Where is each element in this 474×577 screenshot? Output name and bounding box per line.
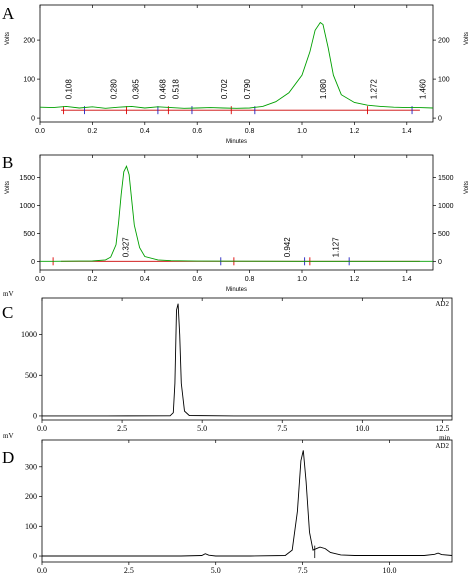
x-tick-label-c: 12.5 bbox=[435, 424, 449, 433]
y-tick-label-right-a: 0 bbox=[438, 116, 442, 123]
x-tick-label-a: 0.4 bbox=[140, 128, 150, 135]
x-tick-label-a: 0.2 bbox=[88, 128, 98, 135]
chromatogram-trace-d bbox=[42, 450, 453, 557]
x-tick-label-d: 7.5 bbox=[298, 566, 308, 575]
x-tick-label-b: 1.4 bbox=[402, 276, 412, 283]
y-axis-label-c: mV bbox=[3, 290, 14, 298]
peak-label-a: 0.790 bbox=[243, 79, 252, 100]
x-axis-label-b: Minutes bbox=[226, 287, 247, 293]
plot-frame-b bbox=[39, 154, 434, 271]
y-tick-label-b: 0 bbox=[31, 259, 35, 266]
y-tick-label-right-b: 500 bbox=[438, 231, 450, 238]
chart-panel-a: 0.0 0.2 0.4 0.6 0.8 1.0 1.2 1.4 0 0 100 100 200 200 Mi… bbox=[5, 4, 470, 145]
channel-tag-c: AD2 bbox=[435, 300, 449, 308]
peak-label-b: 0.942 bbox=[283, 237, 292, 258]
channel-tag-d: AD2 bbox=[435, 442, 449, 450]
y-tick-label-d: 200 bbox=[25, 492, 37, 501]
x-tick-label-c: 0.0 bbox=[37, 424, 47, 433]
chromatogram-trace-c bbox=[42, 303, 452, 417]
panel-label-d: D bbox=[2, 448, 14, 467]
x-tick-label-b: 0.2 bbox=[88, 276, 98, 283]
peak-label-a: 1.460 bbox=[419, 79, 428, 100]
panel-label-c: C bbox=[2, 303, 13, 322]
y-axis-label-right-a: Volts bbox=[464, 32, 470, 45]
y-tick-label-right-b: 1000 bbox=[438, 203, 454, 210]
y-tick-label-c: 1000 bbox=[21, 330, 37, 339]
peak-label-a: 0.518 bbox=[172, 79, 181, 100]
peak-label-a: 0.108 bbox=[64, 79, 73, 100]
y-tick-label-d: 100 bbox=[25, 522, 37, 531]
y-tick-label-c: 0 bbox=[33, 411, 37, 420]
x-tick-label-a: 1.2 bbox=[350, 128, 360, 135]
y-axis-label-b: Volts bbox=[5, 181, 11, 194]
y-tick-label-a: 200 bbox=[23, 38, 35, 45]
x-tick-label-c: 10.0 bbox=[355, 424, 369, 433]
y-tick-label-b: 500 bbox=[23, 231, 35, 238]
panel-label-b: B bbox=[2, 153, 13, 172]
y-tick-label-a: 0 bbox=[31, 116, 35, 123]
x-axis-label-a: Minutes bbox=[226, 139, 247, 145]
y-tick-label-c: 500 bbox=[25, 371, 37, 380]
y-tick-label-d: 0 bbox=[33, 552, 37, 561]
y-tick-label-right-b: 0 bbox=[438, 259, 442, 266]
chart-panel-b: 0.0 0.2 0.4 0.6 0.8 1.0 1.2 1.4 0 0 500 500 1000 1000… bbox=[5, 154, 470, 293]
peak-label-a: 1.080 bbox=[319, 79, 328, 100]
x-tick-label-b: 1.0 bbox=[297, 276, 307, 283]
x-tick-label-d: 10.0 bbox=[382, 566, 396, 575]
x-tick-label-a: 0.0 bbox=[35, 128, 45, 135]
x-tick-label-a: 0.8 bbox=[245, 128, 255, 135]
peak-label-a: 0.468 bbox=[159, 79, 168, 100]
peak-label-a: 0.365 bbox=[132, 79, 141, 100]
panel-label-a: A bbox=[2, 4, 15, 23]
y-tick-label-right-b: 1500 bbox=[438, 175, 454, 182]
y-axis-label-a: Volts bbox=[5, 32, 11, 45]
x-tick-label-b: 0.0 bbox=[35, 276, 45, 283]
y-tick-label-d: 300 bbox=[25, 462, 37, 471]
y-tick-label-right-a: 100 bbox=[438, 77, 450, 84]
peak-label-b: 0.327 bbox=[122, 237, 131, 258]
x-tick-label-d: 5.0 bbox=[211, 566, 221, 575]
y-axis-label-right-b: Volts bbox=[464, 181, 470, 194]
peak-label-a: 0.280 bbox=[109, 79, 118, 100]
peak-label-b: 1.127 bbox=[331, 237, 340, 258]
chromatogram-trace-a bbox=[39, 21, 434, 109]
peak-label-a: 1.272 bbox=[369, 79, 378, 100]
x-tick-label-c: 7.5 bbox=[277, 424, 287, 433]
x-axis-label-c: min bbox=[439, 434, 450, 442]
x-tick-label-d: 0.0 bbox=[37, 566, 47, 575]
chart-panel-d: 0.0 2.5 5.0 7.5 10.0 0 100 200 300 min mV AD2 bbox=[3, 432, 453, 577]
y-tick-label-b: 1500 bbox=[19, 175, 35, 182]
y-tick-label-right-a: 200 bbox=[438, 38, 450, 45]
y-tick-label-b: 1000 bbox=[19, 203, 35, 210]
x-tick-label-d: 2.5 bbox=[124, 566, 134, 575]
y-tick-label-a: 100 bbox=[23, 77, 35, 84]
x-tick-label-b: 1.2 bbox=[350, 276, 360, 283]
y-axis-label-d: mV bbox=[3, 432, 14, 440]
peak-label-a: 0.702 bbox=[220, 79, 229, 100]
plot-frame-c bbox=[41, 297, 453, 421]
x-tick-label-a: 1.4 bbox=[402, 128, 412, 135]
x-tick-label-c: 5.0 bbox=[197, 424, 207, 433]
chart-panel-c: 0.0 2.5 5.0 7.5 10.0 12.5 0 500 1000 min mV AD2 bbox=[3, 290, 453, 442]
plot-frame-d bbox=[41, 439, 453, 563]
x-tick-label-c: 2.5 bbox=[117, 424, 127, 433]
x-tick-label-a: 0.6 bbox=[192, 128, 202, 135]
x-tick-label-b: 0.6 bbox=[192, 276, 202, 283]
plot-frame-a bbox=[39, 4, 434, 123]
chromatogram-trace-b bbox=[40, 164, 433, 262]
x-tick-label-b: 0.4 bbox=[140, 276, 150, 283]
x-tick-label-a: 1.0 bbox=[297, 128, 307, 135]
x-tick-label-b: 0.8 bbox=[245, 276, 255, 283]
